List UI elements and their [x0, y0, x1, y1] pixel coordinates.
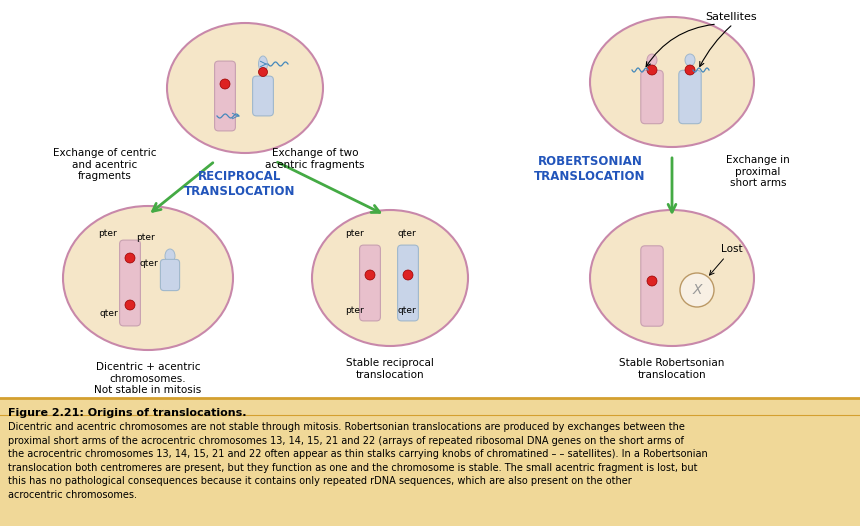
FancyBboxPatch shape — [161, 259, 180, 290]
Circle shape — [685, 65, 695, 75]
FancyBboxPatch shape — [641, 70, 663, 124]
Circle shape — [365, 270, 375, 280]
Text: Dicentric and acentric chromosomes are not stable through mitosis. Robertsonian : Dicentric and acentric chromosomes are n… — [8, 422, 708, 500]
Ellipse shape — [165, 249, 175, 263]
Text: RECIPROCAL
TRANSLOCATION: RECIPROCAL TRANSLOCATION — [184, 170, 296, 198]
Text: qter: qter — [140, 259, 159, 268]
Text: X: X — [692, 283, 702, 297]
FancyBboxPatch shape — [397, 245, 419, 321]
Text: ROBERTSONIAN
TRANSLOCATION: ROBERTSONIAN TRANSLOCATION — [534, 155, 646, 183]
Ellipse shape — [259, 56, 267, 72]
Circle shape — [125, 253, 135, 263]
Ellipse shape — [63, 206, 233, 350]
FancyBboxPatch shape — [253, 76, 273, 116]
Text: pter: pter — [345, 306, 364, 315]
Circle shape — [125, 300, 135, 310]
Text: Figure 2.21: Origins of translocations.: Figure 2.21: Origins of translocations. — [8, 408, 247, 418]
Text: Stable Robertsonian
translocation: Stable Robertsonian translocation — [619, 358, 725, 380]
Circle shape — [259, 67, 267, 76]
Text: pter: pter — [345, 229, 364, 238]
FancyBboxPatch shape — [120, 240, 140, 326]
Text: Dicentric + acentric
chromosomes.
Not stable in mitosis: Dicentric + acentric chromosomes. Not st… — [95, 362, 201, 395]
Circle shape — [647, 276, 657, 286]
Ellipse shape — [590, 17, 754, 147]
Text: Exchange in
proximal
short arms: Exchange in proximal short arms — [726, 155, 789, 188]
Text: Lost: Lost — [710, 244, 743, 275]
Ellipse shape — [647, 54, 657, 66]
Text: pter: pter — [136, 233, 155, 242]
Ellipse shape — [167, 23, 323, 153]
Text: qter: qter — [398, 229, 417, 238]
Circle shape — [680, 273, 714, 307]
Text: qter: qter — [398, 306, 417, 315]
Text: Exchange of centric
and acentric
fragments: Exchange of centric and acentric fragmen… — [53, 148, 157, 181]
Text: Exchange of two
acentric fragments: Exchange of two acentric fragments — [265, 148, 365, 169]
Text: qter: qter — [100, 309, 119, 318]
Circle shape — [403, 270, 413, 280]
Text: Stable reciprocal
translocation: Stable reciprocal translocation — [346, 358, 434, 380]
FancyBboxPatch shape — [215, 61, 236, 131]
FancyBboxPatch shape — [0, 398, 860, 526]
Circle shape — [220, 79, 230, 89]
FancyBboxPatch shape — [359, 245, 380, 321]
Ellipse shape — [312, 210, 468, 346]
FancyBboxPatch shape — [679, 70, 701, 124]
Ellipse shape — [590, 210, 754, 346]
Ellipse shape — [685, 54, 695, 66]
FancyBboxPatch shape — [641, 246, 663, 326]
Circle shape — [647, 65, 657, 75]
Text: pter: pter — [98, 229, 117, 238]
Text: Satellites: Satellites — [705, 12, 757, 22]
